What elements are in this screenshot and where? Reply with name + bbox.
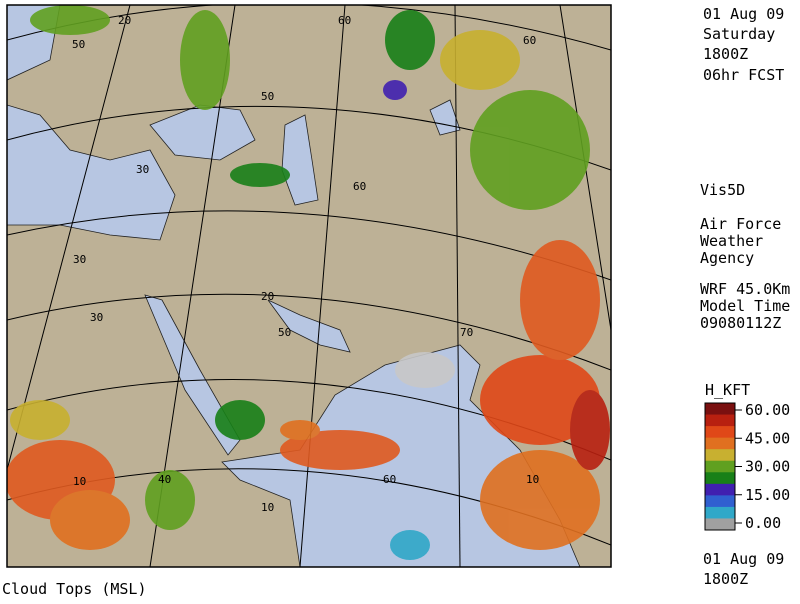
footer-time: 1800Z bbox=[703, 570, 748, 588]
legend-swatch bbox=[705, 518, 735, 531]
legend-swatch bbox=[705, 483, 735, 496]
grid-label: 60 bbox=[383, 473, 396, 486]
caption: Cloud Tops (MSL) bbox=[2, 580, 147, 598]
legend-swatch bbox=[705, 437, 735, 450]
model-line: Model Time bbox=[700, 297, 790, 315]
legend-tick-label: 0.00 bbox=[745, 514, 781, 532]
grid-label: 40 bbox=[158, 473, 171, 486]
legend-tick-label: 15.00 bbox=[745, 486, 790, 504]
map bbox=[7, 5, 611, 567]
model-line: 09080112Z bbox=[700, 314, 781, 332]
grid-label: 30 bbox=[136, 163, 149, 176]
legend-swatch bbox=[705, 472, 735, 485]
legend-swatch bbox=[705, 495, 735, 508]
legend-swatch bbox=[705, 403, 735, 416]
footer-date: 01 Aug 09 bbox=[703, 550, 784, 568]
legend-tick-label: 30.00 bbox=[745, 458, 790, 476]
forecast: 06hr FCST bbox=[703, 66, 784, 84]
cloud-tops bbox=[7, 5, 610, 560]
grid-label: 20 bbox=[118, 14, 131, 27]
agency-line: Air Force bbox=[700, 215, 781, 233]
grid-label: 30 bbox=[73, 253, 86, 266]
legend-tick-label: 45.00 bbox=[745, 429, 790, 447]
grid-label: 50 bbox=[278, 326, 291, 339]
grid-label: 60 bbox=[523, 34, 536, 47]
model-line: WRF 45.0Km bbox=[700, 280, 790, 298]
agency-line: Weather bbox=[700, 232, 763, 250]
grid-label: 50 bbox=[261, 90, 274, 103]
legend-swatch bbox=[705, 426, 735, 439]
date: 01 Aug 09 bbox=[703, 5, 784, 23]
map-border bbox=[6, 4, 612, 568]
legend-swatch bbox=[705, 506, 735, 519]
grid-label: 10 bbox=[261, 501, 274, 514]
grid-label: 60 bbox=[353, 180, 366, 193]
legend-swatch bbox=[705, 414, 735, 427]
grid-label: 70 bbox=[460, 326, 473, 339]
graticule bbox=[7, 5, 611, 567]
grid-label: 10 bbox=[73, 475, 86, 488]
software: Vis5D bbox=[700, 181, 745, 199]
legend-tick-label: 60.00 bbox=[745, 401, 790, 419]
agency-line: Agency bbox=[700, 249, 754, 267]
time: 1800Z bbox=[703, 45, 748, 63]
grid-label: 50 bbox=[72, 38, 85, 51]
day: Saturday bbox=[703, 25, 775, 43]
legend-title: H_KFT bbox=[705, 381, 750, 399]
grid-label: 30 bbox=[90, 311, 103, 324]
grid-label: 20 bbox=[261, 290, 274, 303]
grid-label: 10 bbox=[526, 473, 539, 486]
legend-swatch bbox=[705, 449, 735, 462]
legend-swatch bbox=[705, 460, 735, 473]
grid-label: 60 bbox=[338, 14, 351, 27]
